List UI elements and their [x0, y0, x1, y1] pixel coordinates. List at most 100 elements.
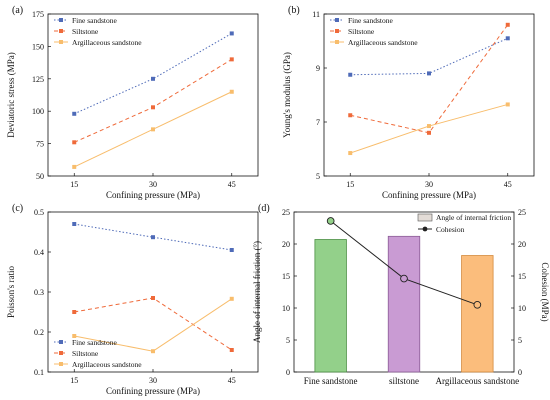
x-tick-label: 30: [149, 180, 157, 189]
legend-entry: Siltstone: [54, 27, 99, 36]
data-point: [348, 151, 353, 156]
y-axis-label: Poisson's ratio: [6, 266, 16, 318]
x-tick-label: 45: [228, 376, 236, 385]
legend-label: Siltstone: [72, 349, 99, 358]
data-point: [505, 102, 510, 107]
data-point: [151, 235, 155, 240]
data-point: [229, 248, 234, 252]
legend-entry: Fine sandstone: [330, 16, 393, 25]
y2-axis-label: Cohesion (MPa): [540, 262, 550, 321]
y-axis-label: Deviatoric stress (MPa): [6, 52, 16, 137]
series-line: [74, 33, 232, 115]
y-tick-label: 0.3: [34, 288, 44, 297]
y-tick-label: 5: [286, 336, 290, 345]
y-tick-label: 11: [312, 10, 320, 19]
legend-swatch-bar: [417, 213, 433, 222]
x-tick-label: 45: [228, 180, 236, 189]
data-point: [229, 31, 234, 36]
legend-label: Angle of internal friction: [436, 213, 511, 222]
data-point: [505, 36, 510, 41]
y2-tick-label: 5: [518, 336, 522, 345]
data-point: [505, 22, 510, 27]
data-point: [72, 164, 77, 169]
legend-label: Fine sandstone: [72, 16, 117, 25]
y-tick-label: 0.5: [34, 208, 44, 217]
cohesion-point: [473, 300, 482, 309]
legend-label: Fine sandstone: [348, 16, 393, 25]
legend-label: Fine sandstone: [72, 338, 117, 347]
legend-swatch-marker: [335, 29, 339, 33]
x-axis-label: Confining pressure (MPa): [106, 190, 200, 200]
series-fine-sandstone: [72, 222, 234, 252]
series-line: [350, 103, 508, 154]
x-axis-label: Confining pressure (MPa): [106, 386, 200, 396]
data-point: [427, 124, 431, 129]
legend-swatch-marker: [59, 340, 63, 344]
y-tick-label: 25: [282, 208, 290, 217]
legend-entry: Siltstone: [330, 27, 375, 36]
series-line: [74, 223, 232, 251]
panel-label: (a): [12, 5, 23, 16]
bar: [461, 255, 494, 373]
panel-label: (c): [12, 203, 23, 214]
data-point: [151, 296, 155, 300]
data-point: [151, 127, 155, 132]
legend-entry: Cohesion: [418, 225, 465, 234]
bar: [387, 235, 421, 373]
legend-swatch-marker: [59, 362, 63, 366]
legend-swatch-marker: [422, 226, 428, 232]
y-tick-label: 10: [282, 304, 290, 313]
legend-swatch-marker: [59, 351, 63, 355]
y2-tick-label: 15: [518, 272, 526, 281]
y-tick-label: 50: [36, 172, 44, 181]
legend-entry: Argillaceous sandstone: [54, 38, 142, 47]
x-tick-label: 30: [425, 180, 433, 189]
y2-tick-label: 25: [518, 208, 526, 217]
data-point: [229, 296, 234, 301]
y-axis-label: Young's modulus (GPa): [282, 52, 292, 138]
x-axis-label: Confining pressure (MPa): [382, 190, 476, 200]
panel-1: (a) 50 75 100 125 150 175 Deviatoric stress (MP…: [6, 5, 259, 200]
data-point: [72, 140, 77, 145]
y-tick-label: 0.2: [34, 328, 44, 337]
x-tick-label: siltstone: [389, 376, 419, 386]
y-tick-label: 0: [286, 368, 290, 377]
cohesion-point: [326, 217, 335, 225]
panel-4: (d) 0 5 10 15 20 25 Angle of internal friction …: [252, 203, 550, 386]
series-fine-sandstone: [348, 36, 510, 77]
legend-entry: Argillaceous sandstone: [54, 360, 142, 369]
x-tick-label: Fine sandstone: [304, 376, 358, 386]
series-fine-sandstone: [72, 31, 234, 116]
data-point: [151, 76, 155, 81]
bar: [314, 239, 347, 373]
legend-label: Argillaceous sandstone: [348, 38, 418, 47]
series-argillaceous-sandstone: [348, 102, 510, 156]
y-tick-label: 7: [316, 118, 320, 127]
y-tick-label: 175: [32, 10, 44, 19]
legend-swatch-marker: [335, 40, 339, 44]
legend-entry: Argillaceous sandstone: [330, 38, 418, 47]
legend-label: Siltstone: [348, 27, 375, 36]
y-tick-label: 75: [36, 140, 44, 149]
legend-label: Cohesion: [436, 225, 465, 234]
y-axis-label: Angle of internal friction (°): [252, 241, 262, 343]
y-tick-label: 125: [32, 75, 44, 84]
legend-label: Siltstone: [72, 27, 99, 36]
panel-2: (b) 5 7 9 11 Young's modulus (GPa) 15 30 45 Confi…: [282, 5, 535, 200]
legend-label: Argillaceous sandstone: [72, 38, 142, 47]
panel-label: (b): [288, 5, 300, 16]
data-point: [229, 89, 234, 94]
series-siltstone: [72, 296, 234, 352]
legend-entry: Siltstone: [54, 349, 99, 358]
y2-tick-label: 10: [518, 304, 526, 313]
y-tick-label: 100: [32, 107, 44, 116]
data-point: [229, 57, 234, 62]
data-point: [151, 349, 155, 354]
cohesion-point: [400, 274, 408, 283]
y-tick-label: 5: [316, 172, 320, 181]
data-point: [151, 105, 155, 110]
data-point: [72, 334, 77, 338]
legend-swatch-marker: [59, 29, 63, 33]
series-siltstone: [72, 57, 234, 145]
